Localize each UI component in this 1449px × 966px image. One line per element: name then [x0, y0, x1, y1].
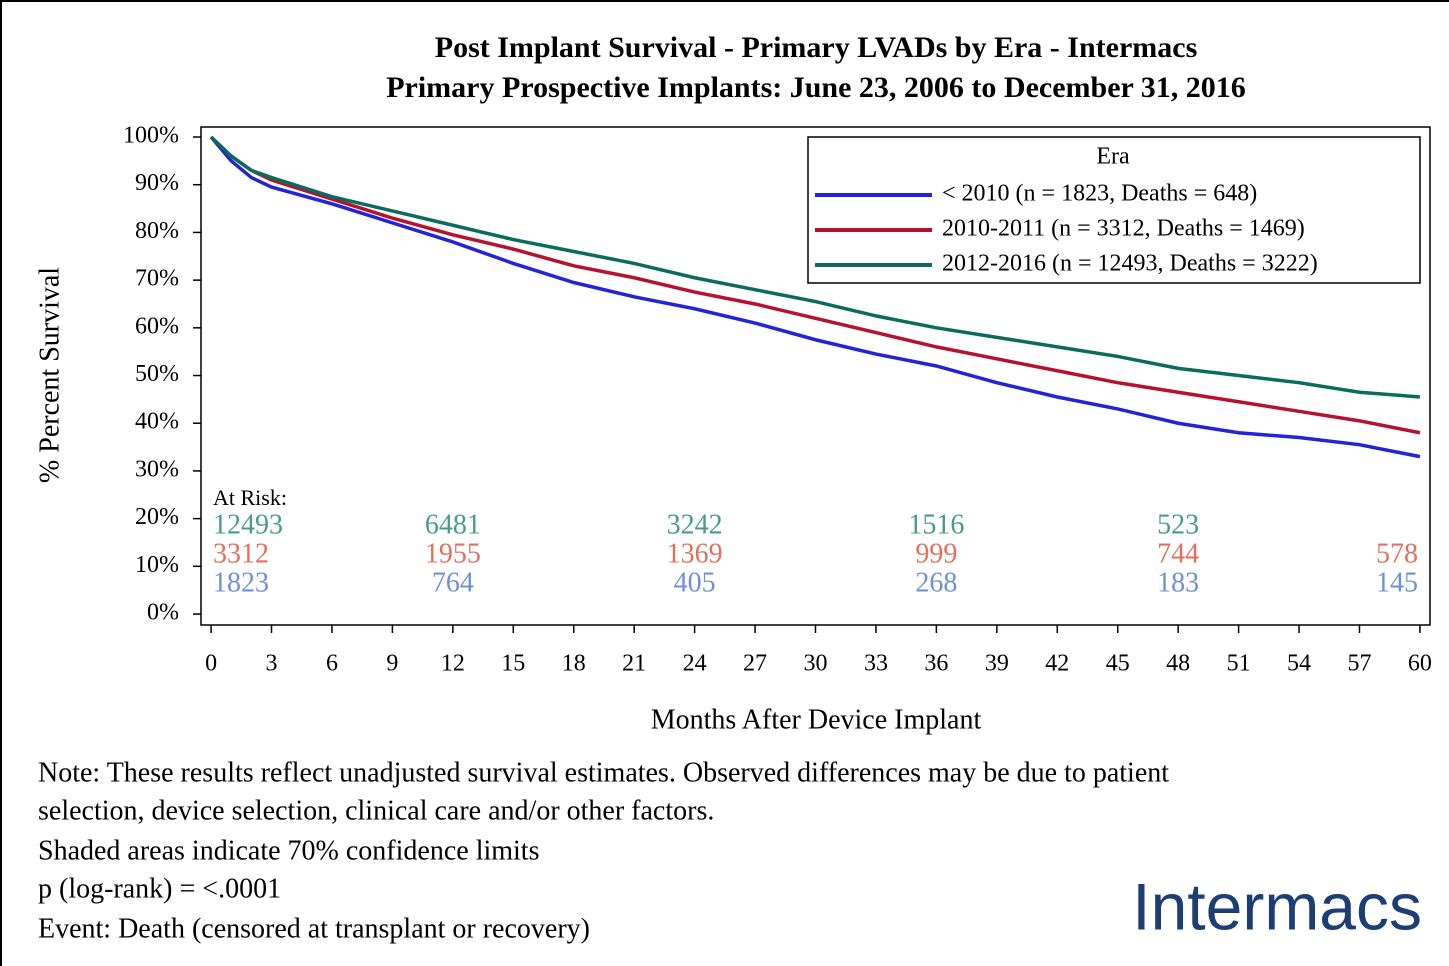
note: selection, device selection, clinical ca…	[38, 795, 714, 826]
legend-label: 2010-2011 (n = 3312, Deaths = 1469)	[942, 216, 1305, 242]
x-tick-label: 39	[985, 651, 1009, 677]
chart-title: Post Implant Survival - Primary LVADs by…	[435, 31, 1198, 64]
x-tick-label: 30	[804, 651, 828, 677]
survival-line	[209, 135, 1421, 459]
survival-line	[209, 135, 1421, 435]
x-tick-label: 12	[441, 651, 465, 677]
x-tick-label: 9	[386, 651, 398, 677]
y-tick-label: 30%	[135, 456, 179, 482]
x-tick-label: 15	[501, 651, 525, 677]
y-tick-label: 90%	[135, 170, 179, 196]
chart-subtitle: Primary Prospective Implants: June 23, 2…	[386, 71, 1246, 104]
legend-title: Era	[1096, 144, 1130, 170]
at-risk-value: 1369	[667, 538, 723, 569]
y-tick-label: 60%	[135, 313, 179, 339]
x-tick-label: 33	[864, 651, 888, 677]
y-tick-label: 70%	[135, 266, 179, 292]
at-risk-value: 3312	[213, 538, 269, 569]
at-risk-value: 183	[1157, 567, 1199, 598]
note: Event: Death (censored at transplant or …	[38, 913, 590, 944]
at-risk-value: 6481	[425, 509, 481, 540]
y-tick-label: 40%	[135, 409, 179, 435]
note: Note: These results reflect unadjusted s…	[38, 757, 1169, 788]
x-axis-label: Months After Device Implant	[651, 704, 982, 735]
at-risk-value: 12493	[213, 509, 283, 540]
note: Shaded areas indicate 70% confidence lim…	[38, 835, 539, 866]
at-risk-value: 3242	[667, 509, 723, 540]
x-tick-label: 3	[266, 651, 278, 677]
y-tick-label: 0%	[147, 600, 179, 626]
at-risk-value: 999	[915, 538, 957, 569]
at-risk-label: At Risk:	[213, 485, 287, 510]
x-tick-label: 57	[1347, 651, 1371, 677]
legend-box	[807, 136, 1421, 284]
x-tick-label: 51	[1227, 651, 1251, 677]
at-risk-value: 578	[1376, 538, 1418, 569]
y-tick-label: 50%	[135, 361, 179, 387]
at-risk-value: 1955	[425, 538, 481, 569]
survival-line	[209, 135, 1421, 399]
x-tick-label: 18	[562, 651, 586, 677]
x-tick-label: 60	[1408, 651, 1432, 677]
y-tick-label: 100%	[123, 123, 179, 149]
y-axis-label: % Percent Survival	[34, 267, 65, 483]
at-risk-value: 1823	[213, 567, 269, 598]
y-tick-label: 80%	[135, 218, 179, 244]
note: p (log-rank) = <.0001	[38, 873, 281, 904]
y-tick-label: 10%	[135, 552, 179, 578]
legend-label: 2012-2016 (n = 12493, Deaths = 3222)	[942, 251, 1318, 277]
x-tick-label: 42	[1045, 651, 1069, 677]
y-tick-label: 20%	[135, 504, 179, 530]
x-tick-label: 36	[924, 651, 948, 677]
x-tick-label: 54	[1287, 651, 1311, 677]
x-tick-label: 0	[205, 651, 217, 677]
at-risk-value: 764	[432, 567, 474, 598]
x-tick-label: 48	[1166, 651, 1190, 677]
x-tick-label: 24	[683, 651, 707, 677]
logo: Intermacs	[1132, 869, 1422, 943]
x-tick-label: 6	[326, 651, 338, 677]
at-risk-value: 405	[674, 567, 716, 598]
at-risk-value: 145	[1376, 567, 1418, 598]
x-tick-label: 21	[622, 651, 646, 677]
legend-label: < 2010 (n = 1823, Deaths = 648)	[942, 181, 1257, 207]
at-risk-value: 268	[915, 567, 957, 598]
at-risk-value: 523	[1157, 509, 1199, 540]
at-risk-value: 1516	[908, 509, 964, 540]
x-tick-label: 27	[743, 651, 767, 677]
x-tick-label: 45	[1106, 651, 1130, 677]
at-risk-value: 744	[1157, 538, 1199, 569]
